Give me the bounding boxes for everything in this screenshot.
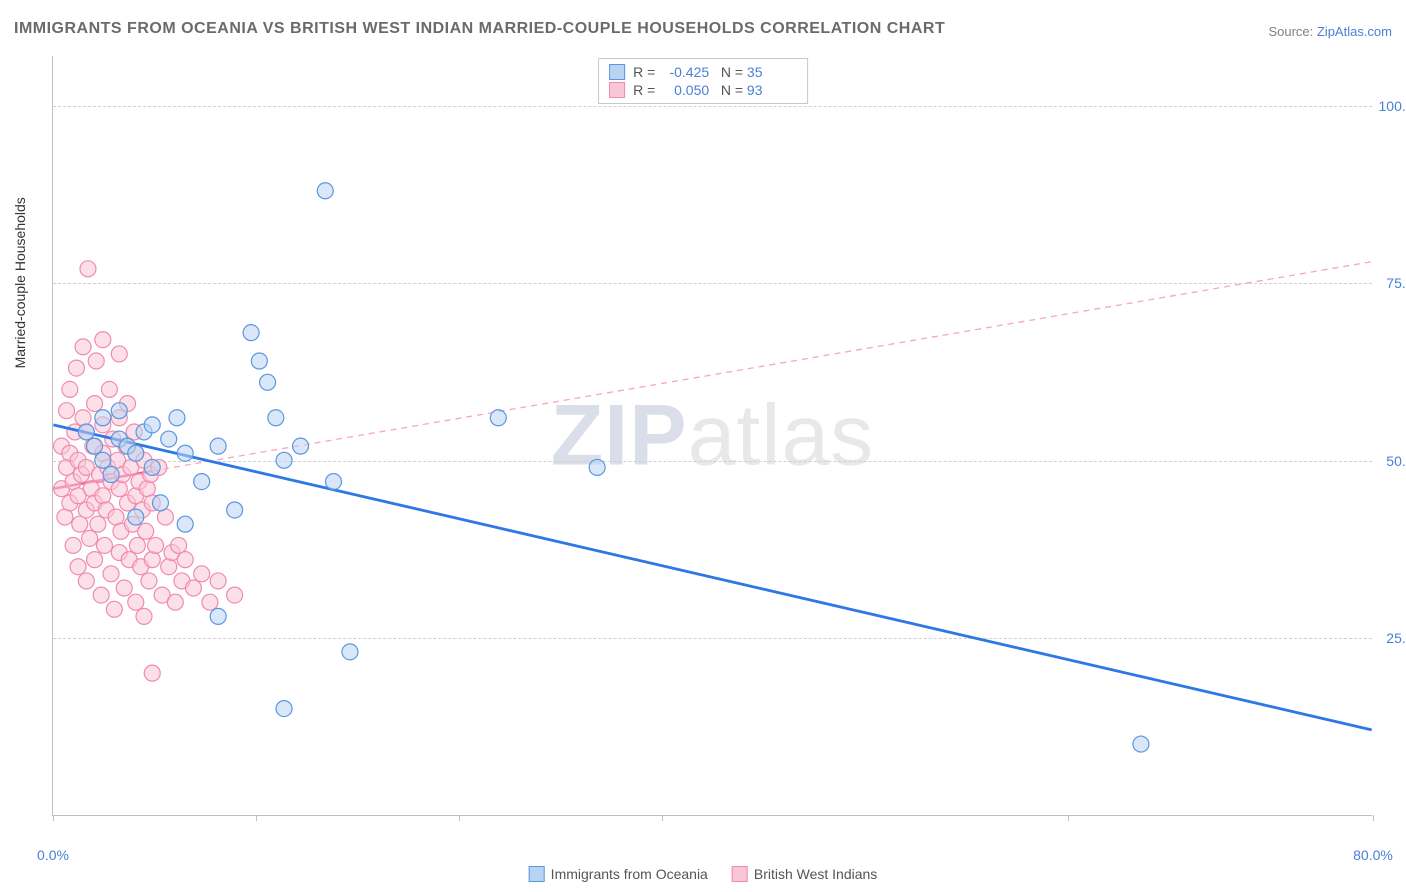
y-tick-label: 50.0%	[1386, 453, 1406, 469]
legend-bottom: Immigrants from Oceania British West Indi…	[529, 866, 878, 882]
legend-top-row: R = 0.050 N = 93	[609, 81, 797, 99]
chart-title: IMMIGRANTS FROM OCEANIA VS BRITISH WEST …	[14, 20, 945, 38]
legend-label: British West Indians	[754, 866, 877, 882]
source-label: Source: ZipAtlas.com	[1268, 24, 1392, 39]
legend-bottom-item: British West Indians	[732, 866, 877, 882]
x-tick	[1373, 815, 1374, 821]
x-tick	[53, 815, 54, 821]
x-tick-label: 80.0%	[1353, 847, 1393, 863]
legend-stat-text: R = -0.425 N = 35	[633, 64, 797, 80]
legend-top: R = -0.425 N = 35 R = 0.050 N = 93	[598, 58, 808, 104]
legend-bottom-item: Immigrants from Oceania	[529, 866, 708, 882]
chart-container: IMMIGRANTS FROM OCEANIA VS BRITISH WEST …	[0, 0, 1406, 892]
legend-swatch	[732, 866, 748, 882]
y-axis-label: Married-couple Households	[12, 197, 28, 368]
plot-svg	[53, 56, 1372, 815]
y-tick-label: 100.0%	[1379, 98, 1406, 114]
legend-stat-text: R = 0.050 N = 93	[633, 82, 797, 98]
plot-area: ZIPatlas 25.0%50.0%75.0%100.0%0.0%80.0%	[52, 56, 1372, 816]
x-tick	[459, 815, 460, 821]
x-tick	[256, 815, 257, 821]
legend-label: Immigrants from Oceania	[551, 866, 708, 882]
x-tick-label: 0.0%	[37, 847, 69, 863]
legend-swatch	[529, 866, 545, 882]
legend-top-row: R = -0.425 N = 35	[609, 63, 797, 81]
source-link[interactable]: ZipAtlas.com	[1317, 24, 1392, 39]
legend-swatch	[609, 82, 625, 98]
y-tick-label: 75.0%	[1386, 275, 1406, 291]
x-tick	[662, 815, 663, 821]
x-tick	[1068, 815, 1069, 821]
y-tick-label: 25.0%	[1386, 630, 1406, 646]
legend-swatch	[609, 64, 625, 80]
